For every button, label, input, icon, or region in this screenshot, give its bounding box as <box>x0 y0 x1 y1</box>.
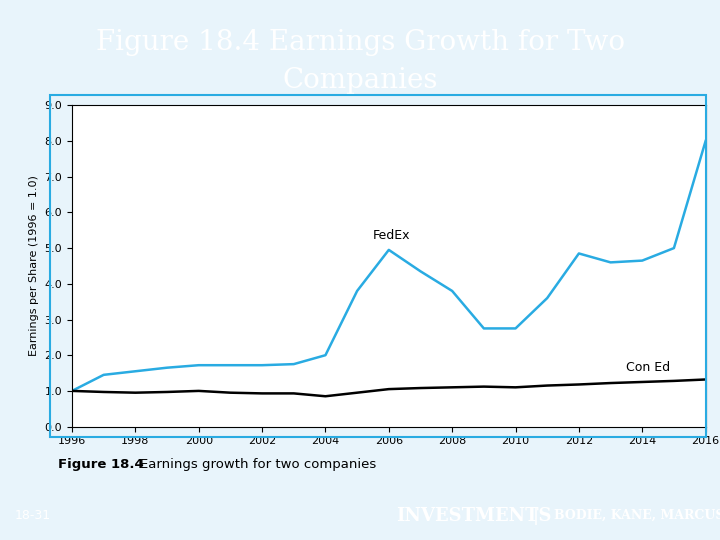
Text: Figure 18.4: Figure 18.4 <box>58 458 143 471</box>
Text: Earnings growth for two companies: Earnings growth for two companies <box>140 458 377 471</box>
Y-axis label: Earnings per Share (1996 = 1.0): Earnings per Share (1996 = 1.0) <box>29 176 39 356</box>
Text: Con Ed: Con Ed <box>626 361 670 374</box>
Text: INVESTMENTS: INVESTMENTS <box>396 507 552 525</box>
Text: BODIE, KANE, MARCUS: BODIE, KANE, MARCUS <box>554 509 720 522</box>
Text: Figure 18.4 Earnings Growth for Two: Figure 18.4 Earnings Growth for Two <box>96 29 624 56</box>
Text: |: | <box>533 507 539 525</box>
Text: FedEx: FedEx <box>373 229 410 242</box>
Text: 18-31: 18-31 <box>14 509 50 522</box>
Text: Companies: Companies <box>282 67 438 94</box>
